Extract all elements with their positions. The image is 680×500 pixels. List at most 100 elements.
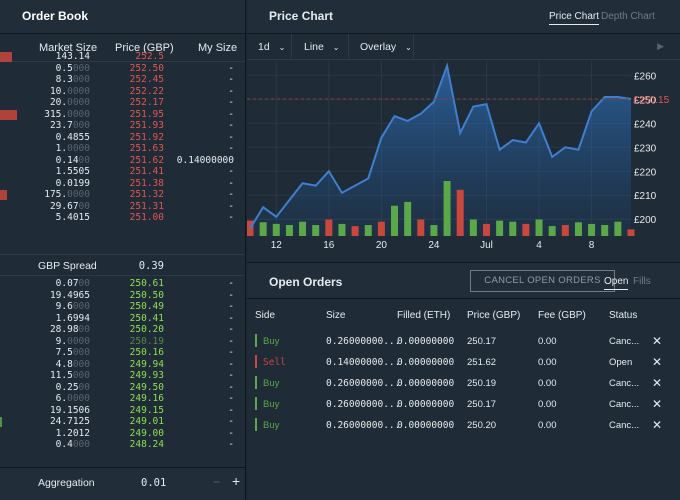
bid-row[interactable]: 0.2500 249.50 -: [0, 381, 245, 394]
market-size-value: 1.: [55, 143, 68, 154]
market-size-padding: 000: [72, 120, 90, 131]
bid-row[interactable]: 4.8000 249.94 -: [0, 359, 245, 371]
price-last-digit: 9: [158, 301, 164, 312]
bid-row[interactable]: 1.2012 249.00 -: [0, 427, 245, 440]
order-row[interactable]: Buy 0.26000000... 0.00000000 250.17 0.00 Canc…: [247, 394, 680, 415]
market-size-value: 0.14: [55, 154, 79, 166]
tab-depth-chart[interactable]: Depth Chart: [601, 11, 655, 22]
bid-row[interactable]: 19.4965 250.50 -: [0, 290, 245, 302]
order-row[interactable]: Buy 0.26000000... 0.00000000 250.20 0.00 Canc…: [247, 415, 680, 436]
my-size: -: [228, 200, 234, 212]
interval-dropdown[interactable]: 1d ⌄: [258, 41, 285, 53]
tab-open[interactable]: Open: [604, 276, 629, 290]
price: 249.00: [130, 428, 164, 439]
my-size: -: [228, 166, 234, 177]
ask-row[interactable]: 0.4855 251.92 -: [0, 131, 245, 144]
market-size-column-header: Market Size: [39, 42, 98, 54]
ask-row[interactable]: 175.0000 251.32 -: [0, 189, 245, 201]
side-indicator: [255, 334, 257, 347]
cancel-order-icon[interactable]: ✕: [652, 418, 663, 432]
ask-row[interactable]: 8.3000 252.45 -: [0, 74, 245, 86]
price-value: 251.9: [129, 131, 159, 143]
aggregation-decrease-button[interactable]: −: [213, 475, 221, 489]
ask-row[interactable]: 5.4015 251.00 -: [0, 212, 245, 224]
market-size-padding: 000: [72, 439, 90, 450]
volume-bar: [627, 229, 635, 236]
market-size: 0.4000: [56, 439, 90, 450]
bid-row[interactable]: 28.9800 250.20 -: [0, 324, 245, 336]
price-value: 250.6: [129, 278, 159, 289]
market-size-value: 23.7: [49, 120, 73, 131]
price: 249.15: [130, 405, 164, 416]
order-row[interactable]: Buy 0.26000000... 0.00000000 250.17 0.00 Canc…: [247, 331, 680, 352]
ask-row[interactable]: 315.0000 251.95 -: [0, 109, 245, 121]
bid-row[interactable]: 24.7125 249.01 -: [0, 416, 245, 428]
tab-price-chart[interactable]: Price Chart: [549, 11, 600, 25]
ask-row[interactable]: 143.14 252.5: [0, 51, 245, 63]
ask-row[interactable]: 0.0199 251.38 -: [0, 178, 245, 190]
price-chart-canvas[interactable]: £260 £250 £240 £230 £220 £210 £200 £250.15 12 16 2…: [247, 61, 680, 262]
ask-row[interactable]: 29.6700 251.31 -: [0, 200, 245, 213]
price-chart-panel: Price Chart Price Chart Depth Chart 1d ⌄…: [247, 0, 680, 262]
cancel-open-orders-button[interactable]: CANCEL OPEN ORDERS: [470, 270, 615, 292]
my-size: -: [228, 120, 234, 131]
market-size-value: 0.25: [55, 381, 79, 393]
bid-row[interactable]: 9.6000 250.49 -: [0, 301, 245, 313]
market-size: 9.0000: [56, 336, 90, 347]
market-size-value: 20.: [49, 97, 68, 108]
market-size-padding: 000: [72, 74, 90, 85]
price-value: 248.2: [129, 439, 159, 450]
cancel-order-icon[interactable]: ✕: [652, 376, 663, 390]
market-size-value: 175.: [44, 189, 68, 200]
price-last-digit: 7: [158, 97, 164, 108]
ask-row[interactable]: 0.5000 252.50 -: [0, 63, 245, 75]
cancel-order-icon[interactable]: ✕: [652, 397, 663, 411]
bid-row[interactable]: 9.0000 250.19 -: [0, 336, 245, 348]
bid-row[interactable]: 6.0000 249.16 -: [0, 393, 245, 405]
ask-row[interactable]: 1.0000 251.63 -: [0, 143, 245, 155]
ask-row[interactable]: 10.0000 252.22 -: [0, 86, 245, 98]
volume-bar: [299, 221, 307, 236]
market-size-value: 1.2012: [55, 427, 90, 439]
price: 250.50: [130, 290, 164, 301]
order-book-panel: Order Book Market Size Price (GBP) My Si…: [0, 0, 246, 500]
volume-bar: [325, 219, 333, 236]
volume-bar: [482, 223, 490, 236]
bid-row[interactable]: 7.5000 250.16 -: [0, 347, 245, 359]
market-size-padding: 000: [72, 347, 90, 358]
price: 249.50: [130, 382, 164, 393]
market-size-padding: 0000: [67, 335, 90, 347]
order-row[interactable]: Buy 0.26000000... 0.00000000 250.19 0.00 Canc…: [247, 373, 680, 394]
order-row[interactable]: Sell 0.14000000... 0.00000000 251.62 0.00 Ope…: [247, 352, 680, 373]
ask-row[interactable]: 20.0000 252.17 -: [0, 97, 245, 109]
bid-row[interactable]: 0.0700 250.61 -: [0, 278, 245, 290]
bid-row[interactable]: 19.1506 249.15 -: [0, 405, 245, 417]
volume-bar: [456, 189, 464, 236]
order-book-header: Market Size Price (GBP) My Size: [0, 34, 245, 62]
ask-row[interactable]: 23.7000 251.93 -: [0, 120, 245, 132]
market-size: 0.0199: [56, 178, 90, 189]
cancel-order-icon[interactable]: ✕: [652, 355, 663, 369]
cancel-order-icon[interactable]: ✕: [652, 334, 663, 348]
chart-type-dropdown[interactable]: Line ⌄: [304, 41, 339, 53]
price-last-digit: 1: [158, 200, 164, 212]
market-size: 0.1400: [56, 155, 90, 166]
filled-column-header: Filled (ETH): [397, 310, 451, 321]
bid-row[interactable]: 11.5000 249.93 -: [0, 370, 245, 382]
side-indicator: [255, 376, 257, 389]
volume-bar: [312, 225, 320, 236]
my-size: -: [228, 439, 234, 450]
ask-row[interactable]: 0.1400 251.62 0.14000000: [0, 155, 245, 167]
bid-row[interactable]: 0.4000 248.24 -: [0, 439, 245, 451]
market-size: 19.1506: [50, 405, 90, 416]
aggregation-increase-button[interactable]: +: [232, 473, 241, 489]
ask-row[interactable]: 1.5505 251.41 -: [0, 166, 245, 178]
overlay-dropdown[interactable]: Overlay ⌄: [360, 41, 412, 53]
spread-label: GBP Spread: [38, 260, 97, 272]
tab-fills[interactable]: Fills: [633, 276, 651, 287]
bid-row[interactable]: 1.6994 250.41 -: [0, 313, 245, 325]
market-size: 175.0000: [44, 189, 90, 200]
chevron-down-icon: ⌄: [405, 43, 412, 52]
market-size-padding: 0000: [67, 189, 90, 200]
play-icon[interactable]: ▶: [657, 41, 664, 51]
